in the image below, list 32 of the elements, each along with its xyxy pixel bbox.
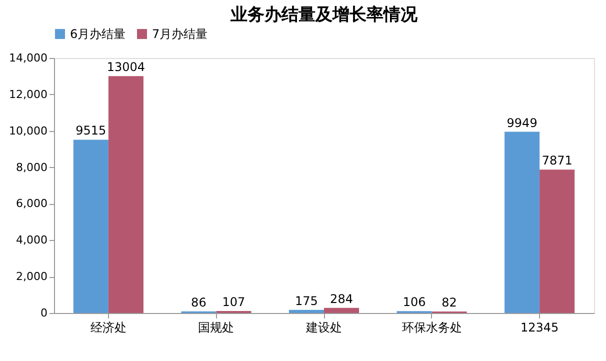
x-tick-label: 12345 — [520, 320, 559, 334]
bar — [540, 170, 575, 313]
legend-label: 6月办结量 — [70, 27, 126, 41]
data-label: 82 — [442, 296, 457, 310]
data-label: 284 — [330, 292, 353, 306]
chart-title: 业务办结量及增长率情况 — [230, 5, 418, 25]
y-tick-label: 10,000 — [9, 124, 48, 138]
y-tick-label: 2,000 — [16, 270, 48, 284]
bar — [504, 132, 540, 313]
data-label: 13004 — [106, 60, 146, 74]
y-tick-label: 6,000 — [16, 197, 48, 210]
x-tick-label: 经济处 — [90, 320, 126, 334]
x-tick-label: 环保水务处 — [402, 320, 462, 334]
data-label: 7871 — [542, 154, 572, 168]
y-tick-label: 4,000 — [16, 234, 48, 247]
data-label: 107 — [222, 295, 246, 310]
bar — [108, 76, 144, 313]
x-tick-label: 国规处 — [198, 320, 234, 334]
data-label: 9949 — [506, 116, 538, 130]
x-tick-label: 建设处 — [305, 320, 342, 334]
legend-label: 7月办结量 — [152, 27, 208, 41]
bar — [73, 140, 108, 313]
data-label: 175 — [295, 294, 318, 308]
data-label: 86 — [191, 295, 206, 310]
y-tick-label: 12,000 — [9, 88, 48, 101]
bar — [324, 308, 360, 313]
data-label: 9515 — [76, 124, 106, 138]
y-tick-label: 8,000 — [16, 160, 48, 174]
data-label: 106 — [402, 295, 426, 310]
bar — [288, 310, 324, 313]
y-tick-label: 0 — [40, 306, 48, 320]
y-tick-label: 14,000 — [9, 52, 48, 64]
